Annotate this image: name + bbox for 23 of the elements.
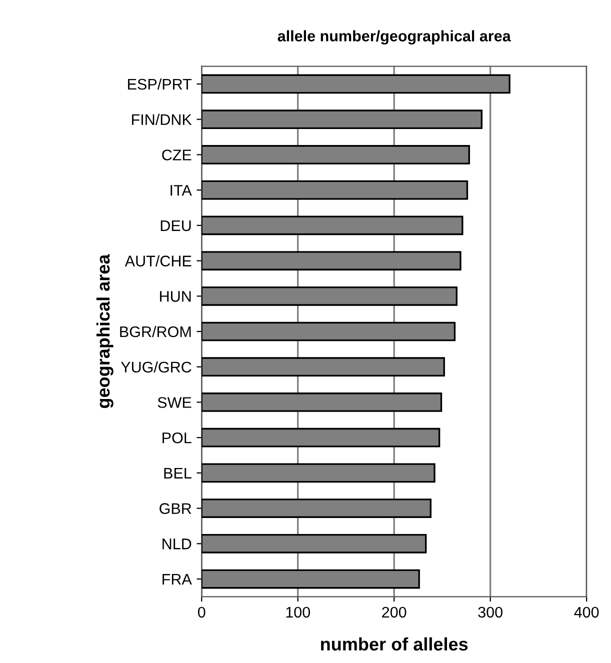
x-tick-label: 400 (574, 606, 599, 618)
y-tick-label: FIN/DNK (132, 114, 192, 126)
x-axis-title: number of alleles (321, 637, 468, 651)
y-tick-label: NLD (162, 538, 192, 550)
x-tick-label: 0 (198, 606, 206, 618)
chart-title: allele number/geographical area (278, 30, 511, 45)
y-tick-label: SWE (158, 397, 192, 408)
x-tick-label: 200 (382, 606, 406, 618)
y-tick-label: ESP/PRT (128, 78, 192, 90)
y-tick-label: YUG/GRC (120, 361, 192, 373)
y-tick-label: CZE (162, 150, 192, 160)
y-tick-label: BGR/ROM (120, 326, 191, 338)
y-tick-label: ITA (170, 185, 192, 196)
y-tick-label: AUT/CHE (124, 255, 192, 266)
x-tick-label: 100 (286, 606, 310, 618)
y-axis-title: geographical area (96, 254, 114, 408)
x-tick-label: 300 (478, 606, 502, 618)
y-tick-label: BEL (164, 468, 192, 478)
y-tick-label: FRA (162, 574, 192, 585)
y-tick-label: POL (162, 432, 192, 444)
y-tick-label: HUN (160, 291, 191, 302)
y-tick-label: GBR (160, 503, 192, 514)
y-tick-label: DEU (160, 220, 191, 232)
